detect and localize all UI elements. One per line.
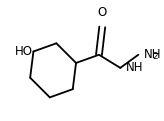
Text: 2: 2: [152, 52, 158, 61]
Text: O: O: [98, 6, 107, 19]
Text: NH: NH: [144, 48, 162, 61]
Text: HO: HO: [15, 45, 33, 58]
Text: NH: NH: [126, 61, 144, 74]
